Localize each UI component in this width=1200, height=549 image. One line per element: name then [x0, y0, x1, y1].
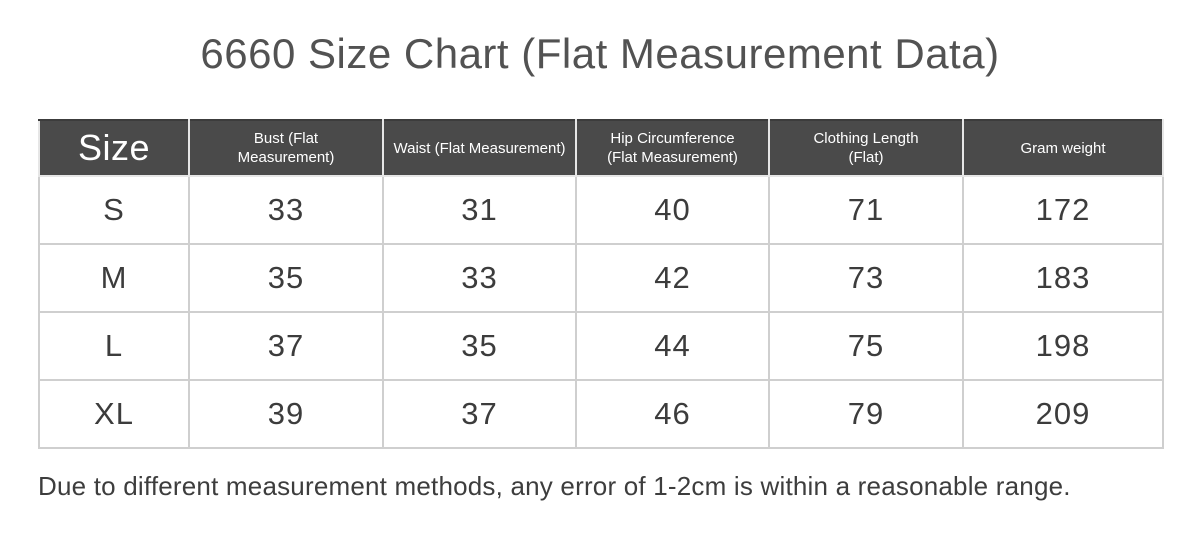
page-title: 6660 Size Chart (Flat Measurement Data)	[200, 30, 1000, 77]
waist-cell: 37	[382, 379, 577, 450]
column-header-hip: Hip Circumference (Flat Measurement)	[575, 119, 770, 178]
length-cell: 71	[768, 175, 964, 246]
gram-weight-cell: 198	[962, 311, 1164, 382]
measurement-disclaimer: Due to different measurement methods, an…	[38, 471, 1071, 502]
bust-cell: 33	[188, 175, 384, 246]
hip-cell: 42	[575, 243, 770, 314]
waist-cell: 35	[382, 311, 577, 382]
column-header-gram: Gram weight	[962, 119, 1164, 178]
bust-cell: 39	[188, 379, 384, 450]
gram-weight-cell: 183	[962, 243, 1164, 314]
waist-cell: 33	[382, 243, 577, 314]
bust-cell: 37	[188, 311, 384, 382]
bust-cell: 35	[188, 243, 384, 314]
hip-cell: 46	[575, 379, 770, 450]
table-row-xl: XL 39 37 46 79 209	[38, 379, 1164, 450]
waist-cell: 31	[382, 175, 577, 246]
size-chart-table: Size Bust (Flat Measurement) Waist (Flat…	[38, 119, 1164, 450]
length-cell: 73	[768, 243, 964, 314]
hip-cell: 44	[575, 311, 770, 382]
size-cell: M	[38, 243, 190, 314]
table-row-s: S 33 31 40 71 172	[38, 175, 1164, 246]
size-cell: S	[38, 175, 190, 246]
gram-weight-cell: 172	[962, 175, 1164, 246]
column-header-bust: Bust (Flat Measurement)	[188, 119, 384, 178]
column-header-size: Size	[38, 119, 190, 178]
size-cell: L	[38, 311, 190, 382]
table-row-l: L 37 35 44 75 198	[38, 311, 1164, 382]
length-cell: 79	[768, 379, 964, 450]
table-header-row: Size Bust (Flat Measurement) Waist (Flat…	[38, 119, 1164, 178]
size-cell: XL	[38, 379, 190, 450]
gram-weight-cell: 209	[962, 379, 1164, 450]
column-header-length: Clothing Length (Flat)	[768, 119, 964, 178]
length-cell: 75	[768, 311, 964, 382]
column-header-waist: Waist (Flat Measurement)	[382, 119, 577, 178]
table-row-m: M 35 33 42 73 183	[38, 243, 1164, 314]
hip-cell: 40	[575, 175, 770, 246]
